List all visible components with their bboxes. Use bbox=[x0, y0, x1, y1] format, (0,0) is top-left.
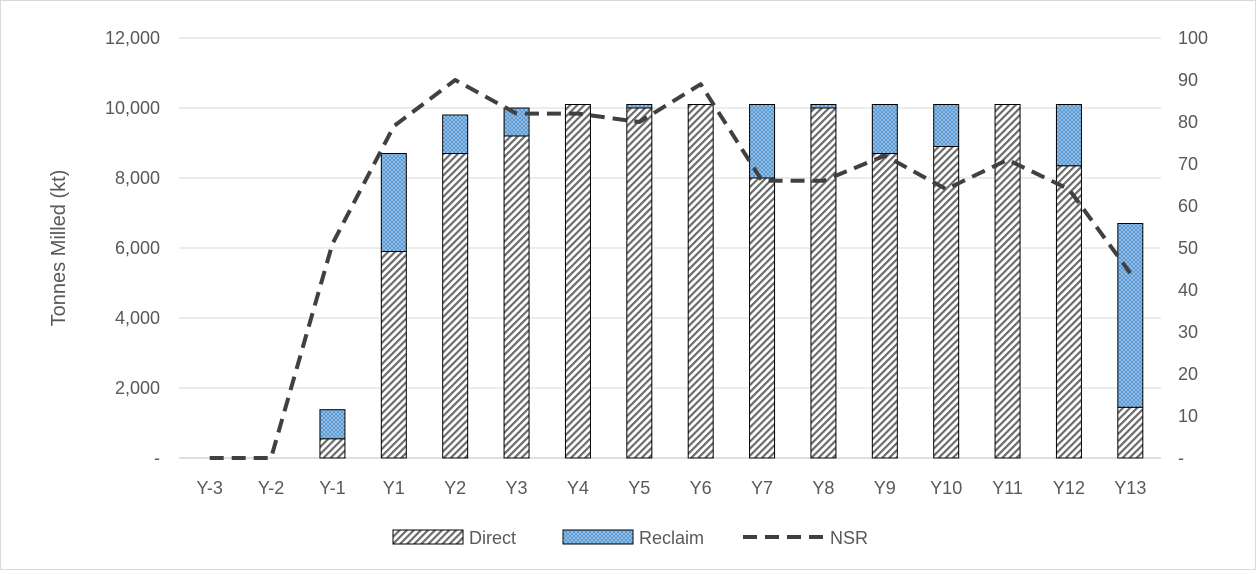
y-tick-label: 10,000 bbox=[105, 98, 160, 118]
y2-tick-label: 100 bbox=[1178, 28, 1208, 48]
y2-tick-label: 40 bbox=[1178, 280, 1198, 300]
bar-direct bbox=[442, 153, 469, 459]
y2-tick-label: 80 bbox=[1178, 112, 1198, 132]
legend-label-direct: Direct bbox=[469, 528, 516, 548]
bar-direct bbox=[810, 107, 837, 459]
x-tick-label: Y7 bbox=[751, 478, 773, 498]
bar-reclaim bbox=[1055, 104, 1082, 167]
y-tick-label: 2,000 bbox=[115, 378, 160, 398]
bar-direct bbox=[380, 251, 407, 459]
x-tick-label: Y5 bbox=[628, 478, 650, 498]
y-tick-label: 4,000 bbox=[115, 308, 160, 328]
bar-direct bbox=[319, 438, 346, 459]
bar-reclaim bbox=[871, 104, 898, 154]
y-tick-label: - bbox=[154, 448, 160, 468]
y2-tick-label: 20 bbox=[1178, 364, 1198, 384]
y-tick-label: 12,000 bbox=[105, 28, 160, 48]
bar-direct bbox=[933, 146, 960, 459]
bar-reclaim bbox=[1117, 223, 1144, 408]
y2-tick-label: 10 bbox=[1178, 406, 1198, 426]
x-tick-label: Y6 bbox=[690, 478, 712, 498]
bar-reclaim bbox=[380, 153, 407, 252]
y-axis-title: Tonnes Milled (kt) bbox=[48, 170, 70, 327]
bar-reclaim bbox=[319, 409, 346, 440]
x-tick-label: Y1 bbox=[383, 478, 405, 498]
bar-direct bbox=[503, 135, 530, 459]
bar-direct bbox=[687, 104, 714, 459]
x-tick-label: Y2 bbox=[444, 478, 466, 498]
x-tick-label: Y-2 bbox=[258, 478, 284, 498]
x-tick-label: Y13 bbox=[1114, 478, 1146, 498]
y2-tick-label: 50 bbox=[1178, 238, 1198, 258]
bar-reclaim bbox=[749, 104, 776, 179]
y2-tick-label: 70 bbox=[1178, 154, 1198, 174]
bar-direct bbox=[1055, 165, 1082, 459]
x-tick-label: Y-3 bbox=[197, 478, 223, 498]
legend-swatch-reclaim bbox=[562, 529, 634, 545]
bar-reclaim bbox=[442, 114, 469, 154]
x-tick-label: Y4 bbox=[567, 478, 589, 498]
x-tick-label: Y10 bbox=[930, 478, 962, 498]
bar-reclaim bbox=[626, 104, 653, 109]
bar-direct bbox=[564, 104, 591, 459]
y2-tick-label: 60 bbox=[1178, 196, 1198, 216]
y2-axis: - 10 20 30 40 50 60 70 80 90 100 bbox=[1178, 28, 1208, 468]
nsr-series-line bbox=[209, 78, 1132, 460]
legend-label-nsr: NSR bbox=[830, 528, 868, 548]
bar-direct bbox=[1117, 406, 1144, 459]
y-tick-label: 8,000 bbox=[115, 168, 160, 188]
bar-reclaim bbox=[810, 104, 837, 109]
x-tick-label: Y-1 bbox=[319, 478, 345, 498]
bar-direct bbox=[626, 107, 653, 459]
bar-direct bbox=[871, 153, 898, 459]
bar-direct bbox=[749, 177, 776, 459]
x-tick-label: Y12 bbox=[1053, 478, 1085, 498]
x-tick-label: Y11 bbox=[992, 478, 1023, 498]
y2-tick-label: 90 bbox=[1178, 70, 1198, 90]
legend-swatch-direct bbox=[392, 529, 464, 545]
y2-tick-label: 30 bbox=[1178, 322, 1198, 342]
bar-direct bbox=[994, 104, 1021, 459]
y-axis: - 2,000 4,000 6,000 8,000 10,000 12,000 bbox=[105, 28, 160, 468]
legend: Direct Reclaim NSR bbox=[392, 528, 868, 548]
y-tick-label: 6,000 bbox=[115, 238, 160, 258]
x-axis: Y-3 Y-2 Y-1 Y1 Y2 Y3 Y4 Y5 Y6 Y7 Y8 Y9 Y10 Y11 Y12 Y13 bbox=[197, 478, 1147, 498]
legend-label-reclaim: Reclaim bbox=[639, 528, 704, 548]
x-tick-label: Y3 bbox=[506, 478, 528, 498]
bars bbox=[319, 104, 1144, 459]
bar-reclaim bbox=[933, 104, 960, 147]
gridlines bbox=[179, 37, 1161, 459]
nsr-line bbox=[209, 78, 1132, 460]
y2-tick-label: - bbox=[1178, 448, 1184, 468]
x-tick-label: Y9 bbox=[874, 478, 896, 498]
x-tick-label: Y8 bbox=[812, 478, 834, 498]
